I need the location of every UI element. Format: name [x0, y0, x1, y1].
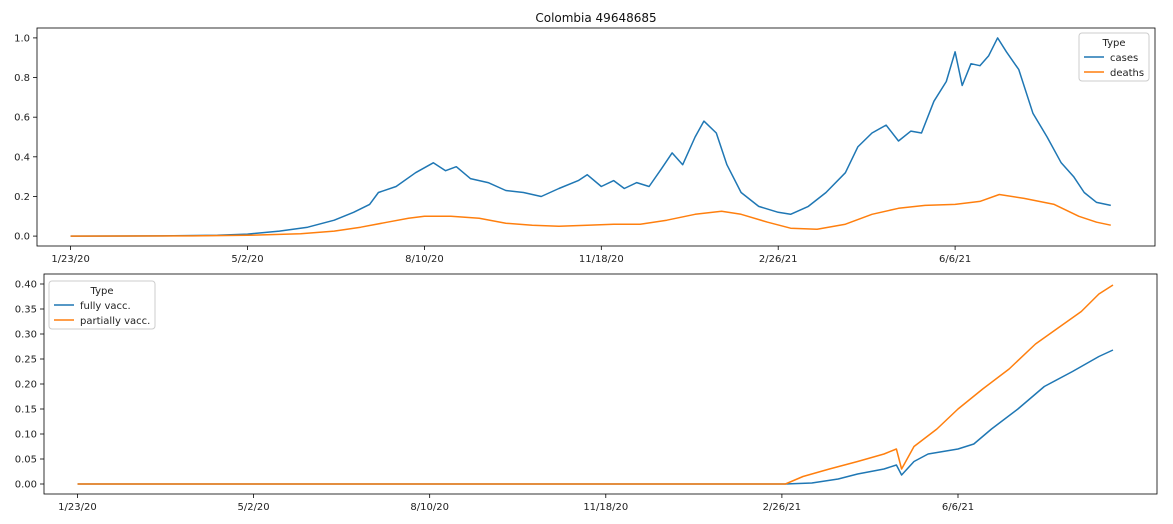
x-tick-label: 11/18/20	[583, 502, 628, 513]
x-tick-label: 6/6/21	[942, 502, 974, 513]
x-tick-label: 2/26/21	[759, 254, 798, 265]
y-tick-label: 0.6	[14, 113, 30, 124]
plot-frame	[36, 27, 1156, 247]
y-tick-label: 0.8	[14, 73, 30, 84]
legend-title: Type	[90, 286, 114, 297]
y-tick-label: 0.40	[15, 280, 37, 291]
y-tick-label: 0.0	[14, 232, 30, 243]
legend: Type cases deaths	[1078, 32, 1150, 82]
y-tick-label: 0.20	[15, 380, 37, 391]
legend-box	[1078, 32, 1150, 82]
y-tick-label: 0.00	[15, 480, 37, 491]
legend-label-cases: cases	[1110, 53, 1138, 64]
x-tick-label: 1/23/20	[51, 254, 90, 265]
y-tick-label: 0.2	[14, 192, 30, 203]
legend-box	[48, 280, 156, 330]
x-tick-label: 6/6/21	[939, 254, 971, 265]
chart-title: Colombia 49648685	[535, 11, 656, 25]
y-tick-label: 0.15	[15, 405, 37, 416]
cases-deaths-chart: Colombia 49648685 0.0 0.2 0.4 0.6 0.8 1.0 1/2…	[14, 11, 1156, 265]
y-tick-label: 0.10	[15, 430, 37, 441]
x-tick-label: 5/2/20	[231, 254, 263, 265]
x-tick-label: 11/18/20	[579, 254, 624, 265]
y-tick-label: 0.05	[15, 455, 37, 466]
legend-label-deaths: deaths	[1110, 68, 1144, 79]
legend-label-partially-vacc: partially vacc.	[80, 316, 150, 327]
legend-label-fully-vacc: fully vacc.	[80, 301, 131, 312]
x-tick-label: 5/2/20	[237, 502, 269, 513]
y-tick-label: 0.35	[15, 305, 37, 316]
x-tick-label: 8/10/20	[405, 254, 444, 265]
series-line-partially-vacc	[77, 284, 1114, 485]
y-tick-label: 0.25	[15, 355, 37, 366]
y-tick-label: 1.0	[14, 33, 30, 44]
vaccination-chart: 0.00 0.05 0.10 0.15 0.20 0.25 0.30 0.35 0.40 1/2…	[15, 273, 1158, 513]
x-tick-label: 1/23/20	[58, 502, 97, 513]
x-tick-label: 8/10/20	[410, 502, 449, 513]
legend-title: Type	[1102, 38, 1126, 49]
legend: Type fully vacc. partially vacc.	[48, 280, 156, 330]
y-tick-label: 0.30	[15, 330, 37, 341]
series-line-cases	[70, 37, 1111, 237]
series-line-fully-vacc	[77, 349, 1114, 485]
y-tick-label: 0.4	[14, 152, 30, 163]
x-tick-label: 2/26/21	[763, 502, 802, 513]
series-line-deaths	[70, 193, 1111, 237]
